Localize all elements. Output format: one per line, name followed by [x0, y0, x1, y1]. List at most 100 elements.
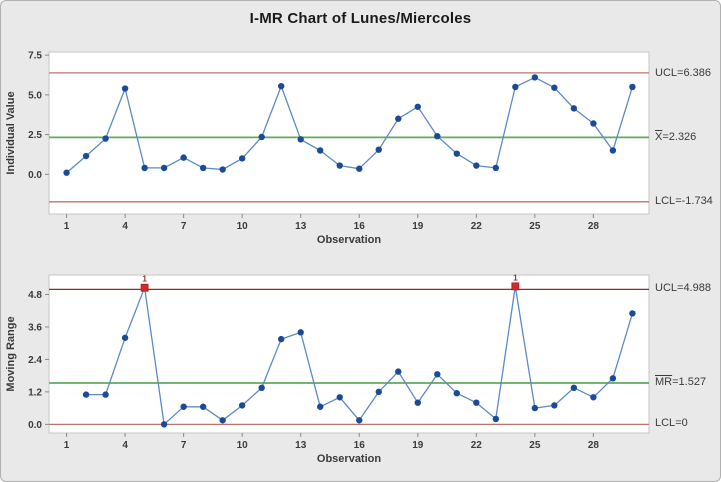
y-tick-label: 2.5 — [28, 130, 42, 141]
individuals-ucl-label: UCL=6.386 — [655, 67, 711, 79]
y-axis-title: Individual Value — [5, 91, 17, 174]
data-point — [199, 403, 207, 410]
data-point — [356, 165, 363, 172]
data-point — [395, 115, 402, 122]
moving-range-chart: 0.0 1.2 2.4 3.6 4.8 1 4 7 10 13 16 19 22 25 28 Observat… — [5, 272, 650, 465]
individuals-chart: 0.0 2.5 5.0 7.5 1 4 7 10 13 16 19 22 25 28 Observation… — [5, 51, 650, 246]
moving-range-ucl-label: UCL=4.988 — [655, 282, 711, 294]
data-point — [492, 164, 500, 172]
data-point — [258, 384, 265, 392]
data-point — [199, 164, 207, 172]
data-point — [551, 84, 558, 91]
data-point — [297, 136, 304, 143]
data-point — [609, 375, 617, 382]
data-point — [473, 162, 480, 169]
y-tick-label: 2.4 — [28, 355, 42, 366]
chart-title: I-MR Chart of Lunes/Miercoles — [249, 10, 472, 27]
data-point — [492, 415, 500, 423]
x-tick-label: 28 — [588, 221, 600, 232]
x-tick-label: 4 — [122, 221, 128, 232]
data-point — [219, 166, 226, 173]
x-tick-label: 1 — [64, 440, 70, 451]
data-point — [141, 164, 148, 172]
data-point — [258, 133, 265, 141]
y-tick-label: 0.0 — [28, 420, 42, 431]
data-point — [629, 83, 636, 91]
data-point — [297, 329, 304, 336]
data-point — [121, 334, 129, 341]
test-failure-label: 1 — [142, 274, 147, 284]
data-point — [414, 103, 421, 110]
data-point — [102, 391, 109, 398]
data-point — [531, 74, 539, 81]
data-point — [317, 147, 324, 154]
data-point — [317, 403, 324, 410]
x-axis-title: Observation — [317, 234, 381, 246]
moving-range-lcl-label: LCL=0 — [655, 417, 688, 429]
x-tick-label: 1 — [64, 221, 70, 232]
x-tick-label: 13 — [295, 221, 307, 232]
data-point — [551, 402, 558, 409]
individuals-mean-label: X=2.326 — [655, 131, 697, 143]
x-tick-label: 16 — [354, 221, 366, 232]
data-point — [473, 399, 480, 406]
out-of-control-point — [511, 282, 520, 291]
y-axis-title: Moving Range — [5, 316, 17, 391]
data-point — [531, 404, 539, 412]
data-point — [121, 85, 129, 92]
y-tick-label: 0.0 — [28, 170, 42, 181]
moving-range-mean-label: MR=1.527 — [655, 376, 707, 388]
data-point — [180, 154, 187, 161]
x-tick-label: 7 — [181, 221, 187, 232]
x-tick-label: 4 — [122, 440, 128, 451]
y-tick-label: 4.8 — [28, 290, 42, 301]
y-tick-label: 1.2 — [28, 387, 42, 398]
plot-panel — [48, 51, 650, 215]
data-point — [375, 146, 382, 153]
x-tick-label: 7 — [181, 440, 187, 451]
x-tick-label: 16 — [354, 440, 366, 451]
y-tick-label: 7.5 — [28, 51, 42, 62]
data-point — [434, 371, 441, 378]
data-point — [414, 399, 421, 406]
plot-panel — [48, 274, 650, 434]
data-point — [336, 162, 343, 169]
data-point — [453, 390, 461, 397]
series-line — [66, 76, 634, 174]
individuals-lcl-label: LCL=-1.734 — [655, 195, 713, 207]
data-point — [336, 394, 343, 401]
x-tick-label: 19 — [412, 221, 424, 232]
x-axis-title: Observation — [317, 453, 381, 465]
data-point — [375, 388, 382, 396]
data-point — [102, 135, 109, 142]
x-tick-label: 25 — [529, 440, 541, 451]
data-point — [277, 335, 285, 343]
x-tick-label: 19 — [412, 440, 424, 451]
data-point — [277, 82, 285, 90]
x-tick-label: 22 — [471, 221, 483, 232]
data-point — [609, 147, 617, 154]
data-point — [512, 83, 519, 91]
x-tick-label: 22 — [471, 440, 483, 451]
data-point — [590, 120, 597, 127]
data-point — [570, 384, 578, 392]
x-tick-label: 28 — [588, 440, 600, 451]
data-point — [453, 150, 461, 157]
data-point — [160, 164, 168, 172]
x-tick-label: 10 — [237, 440, 249, 451]
y-tick-label: 5.0 — [28, 90, 42, 101]
y-tick-label: 3.6 — [28, 322, 42, 333]
x-tick-label: 25 — [529, 221, 541, 232]
data-point — [629, 310, 636, 317]
data-point — [238, 402, 246, 409]
out-of-control-point — [140, 283, 149, 292]
data-point — [219, 417, 226, 424]
x-tick-label: 13 — [295, 440, 307, 451]
data-point — [160, 421, 168, 428]
data-point — [63, 169, 70, 176]
data-point — [570, 105, 578, 112]
data-point — [82, 391, 90, 398]
data-point — [590, 394, 597, 401]
data-point — [434, 132, 441, 140]
